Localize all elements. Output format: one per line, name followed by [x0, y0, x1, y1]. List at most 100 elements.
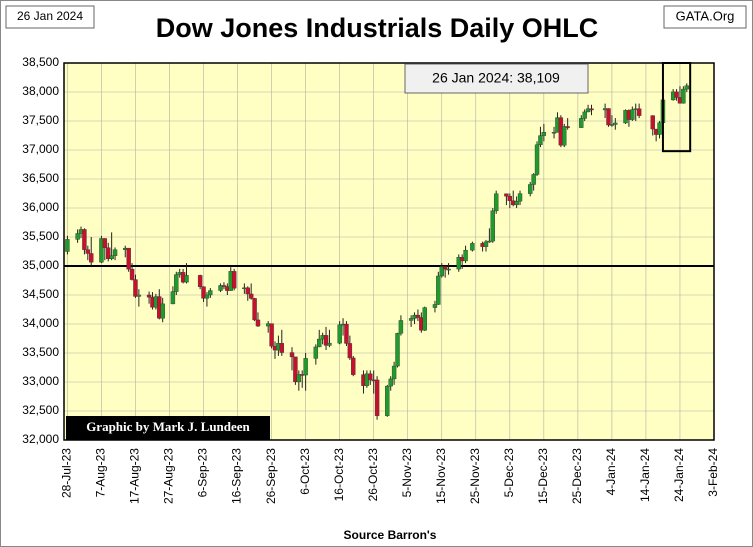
x-tick-label: 17-Aug-23 [128, 448, 142, 504]
candle-body [408, 318, 414, 321]
candle-body [391, 365, 397, 380]
chart-title: Dow Jones Industrials Daily OHLC [156, 13, 599, 43]
x-tick-label: 6-Oct-23 [298, 448, 312, 495]
candle-body [368, 373, 373, 381]
candle-body [126, 247, 131, 270]
credit: Graphic by Mark J. Lundeen [86, 419, 250, 434]
candle-body [551, 132, 557, 134]
candle-body [684, 85, 689, 90]
candle-body [531, 174, 536, 185]
x-tick-label: 28-Jul-23 [60, 448, 74, 498]
y-tick-label: 33,500 [22, 345, 59, 359]
candle-body [221, 285, 227, 287]
candle-body [112, 249, 118, 256]
candle-body [385, 385, 390, 416]
candle-body [398, 320, 404, 334]
candle-body [579, 118, 584, 128]
candle-body [565, 126, 570, 128]
candle-body [279, 343, 285, 353]
candle-body [442, 266, 448, 270]
candle-body [129, 268, 135, 280]
candle-body [606, 108, 611, 126]
candle-body [245, 287, 250, 295]
candle-body [99, 238, 104, 263]
candle-body [436, 275, 441, 305]
candle-body [613, 122, 618, 125]
candle-body [65, 239, 70, 252]
candle-body [517, 193, 523, 202]
candle-body [351, 357, 356, 375]
candle-body [395, 333, 400, 367]
candle-body [483, 241, 489, 247]
candle-body [136, 294, 142, 297]
candle-body [534, 144, 540, 175]
y-tick-label: 37,000 [22, 142, 59, 156]
candle-body [493, 193, 499, 212]
y-tick-label: 38,000 [22, 84, 59, 98]
candle-body [296, 374, 302, 383]
y-tick-label: 33,000 [22, 374, 59, 388]
candle-body [538, 135, 543, 145]
candle-body [562, 126, 567, 146]
candle-body [82, 229, 87, 250]
candle-body [657, 122, 662, 135]
candle-body [674, 91, 679, 98]
candle-body [269, 323, 274, 347]
x-tick-label: 4-Jan-24 [604, 448, 618, 496]
candle-body [231, 271, 237, 289]
candle-body [303, 358, 308, 376]
plot-border [63, 62, 715, 441]
y-tick-label: 34,000 [22, 316, 59, 330]
x-tick-label: 3-Feb-24 [706, 448, 720, 497]
candle-body [109, 255, 114, 260]
candle-body [201, 286, 206, 299]
x-tick-label: 14-Jan-24 [638, 448, 652, 502]
candle-body [252, 298, 257, 321]
candle-body [160, 303, 165, 319]
candle-body [528, 184, 533, 194]
candle-body [487, 240, 492, 243]
site-box [663, 5, 747, 29]
x-tick-label: 5-Dec-23 [502, 448, 516, 498]
site-label: GATA.Org [676, 8, 735, 23]
candle-body [490, 210, 495, 242]
candle-body [248, 293, 254, 299]
candle-body [589, 108, 594, 111]
candle-body [289, 352, 295, 358]
y-tick-label: 32,500 [22, 403, 59, 417]
candle-body [344, 323, 349, 344]
candle-body [446, 268, 451, 271]
candle-body [174, 274, 179, 292]
candle-body [337, 324, 342, 344]
candle-body [293, 356, 298, 383]
candle-body [184, 275, 189, 283]
candle-body [85, 249, 91, 254]
candle-body [636, 108, 642, 116]
candle-body [630, 109, 635, 120]
candle-body [507, 195, 513, 201]
x-tick-label: 25-Nov-23 [468, 448, 482, 504]
candle-body [106, 247, 111, 260]
candle-body [75, 233, 80, 240]
x-axis-label: Source Barron's [344, 528, 437, 542]
candle-body [504, 193, 509, 197]
y-tick-label: 35,000 [22, 258, 59, 272]
x-tick-label: 26-Oct-23 [366, 448, 380, 502]
candle-body [585, 108, 591, 113]
x-tick-label: 26-Sep-23 [264, 448, 278, 504]
candle-body [347, 343, 353, 359]
candle-body [514, 200, 519, 206]
candle-body [470, 243, 475, 251]
candle-body [650, 115, 655, 130]
x-tick-label: 16-Oct-23 [332, 448, 346, 502]
candle-body [374, 379, 380, 416]
candle-body [89, 253, 94, 263]
candle-body [415, 314, 421, 318]
candle-body [323, 335, 329, 346]
candle-body [317, 338, 322, 348]
candle-body [681, 88, 686, 104]
candle-body [388, 378, 393, 387]
candle-body [204, 294, 210, 299]
candle-body [313, 346, 319, 359]
